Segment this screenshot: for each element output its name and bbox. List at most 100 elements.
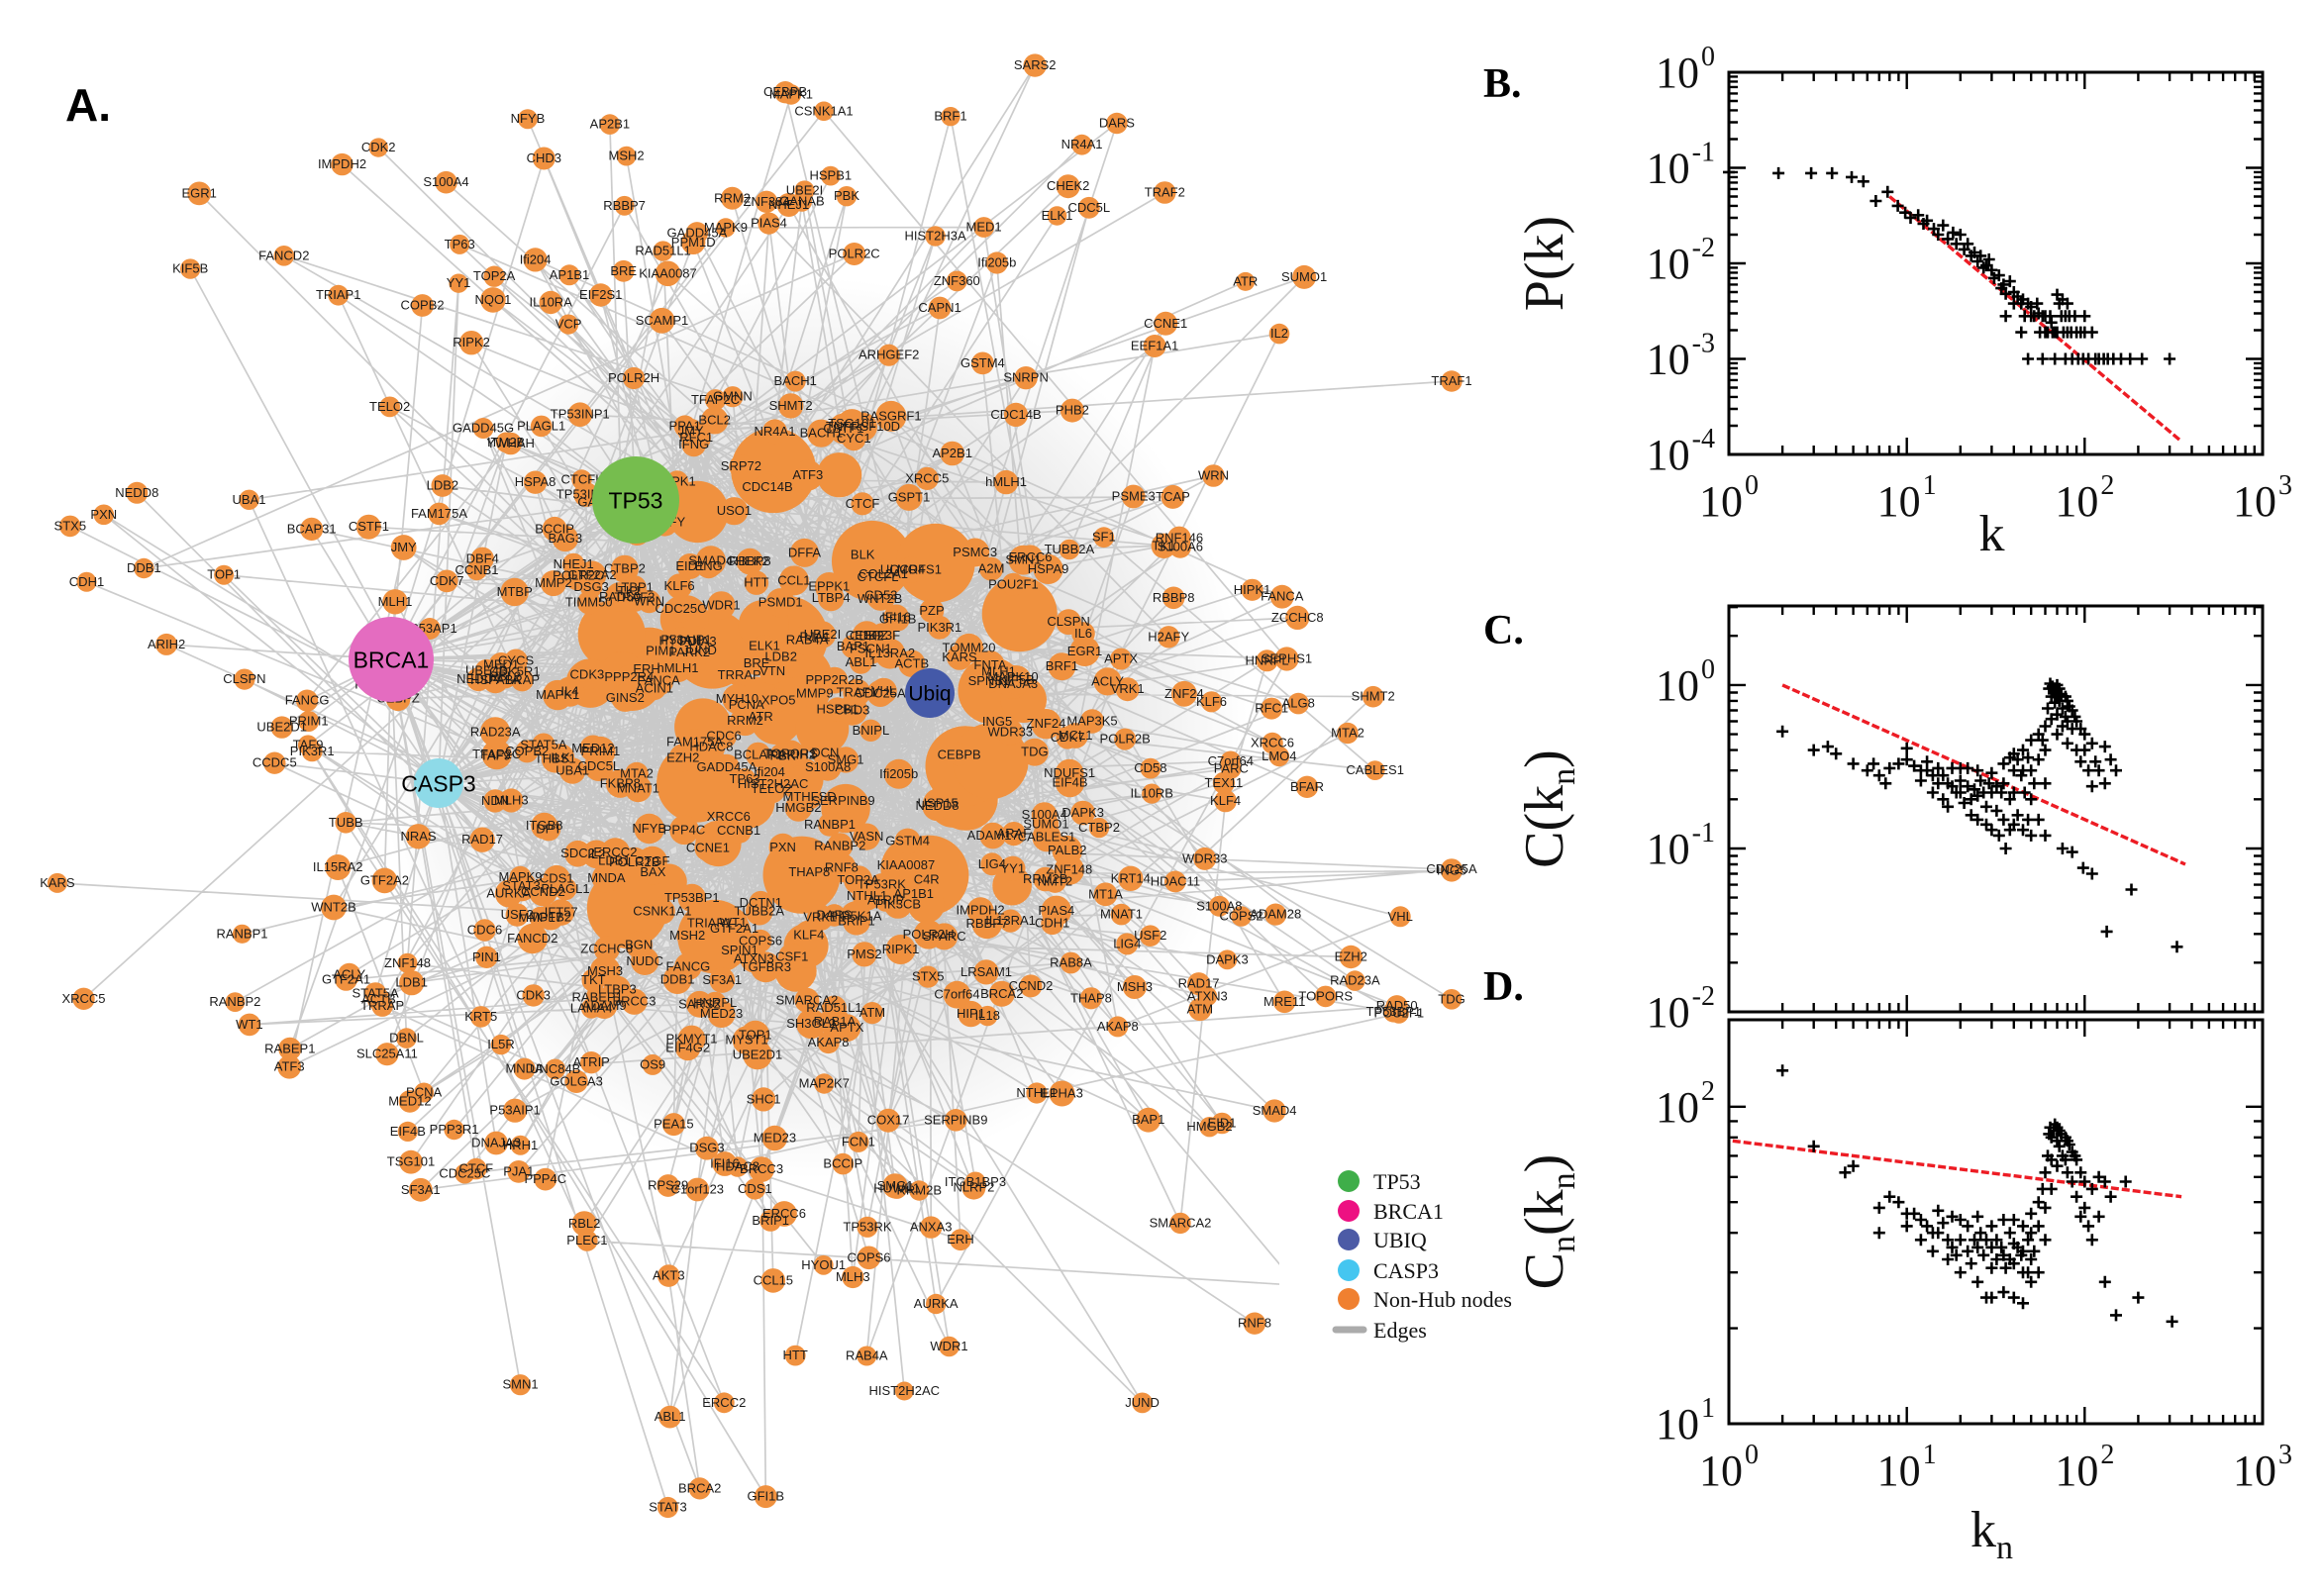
gene-node-label: WT1 [236,1017,262,1032]
y-tick-label: 10-1 [1647,138,1715,193]
gene-node [716,218,736,238]
gene-node-label: ACTB [361,991,396,1006]
gene-node-label: DNAJA3 [988,676,1038,691]
gene-node-label: GTF2A1 [322,972,370,987]
gene-node-label: S100A8 [805,759,851,774]
gene-node-label: SNRPN [1003,370,1049,385]
gene-node [797,860,821,884]
gene-node-label: ABL1 [655,1409,686,1424]
gene-node [979,556,1004,581]
gene-node [335,812,357,834]
gene-node-label: ANXA3 [910,1220,953,1235]
gene-node-label: MLH3 [494,793,529,808]
gene-node-label: MMP17 [518,910,562,925]
gene-node-label: Ifi205b [879,766,918,781]
gene-node-label: PARK2 [668,645,710,659]
gene-node [1243,1312,1266,1335]
gene-node-label: GSTM4 [960,355,1005,370]
axis-ticks [1727,70,2265,456]
gene-node-label: PPA1 [669,419,701,434]
gene-node [695,1136,719,1160]
gene-node-label: PRIM1 [581,744,621,758]
gene-node-label: SUMO1 [1281,269,1327,284]
gene-node [507,1160,531,1183]
gene-node-label: PBK [834,188,859,203]
gene-node [589,283,613,307]
gene-node-label: SMARCA2 [775,992,838,1007]
gene-node [1003,402,1029,427]
gene-node-label: MAPK9 [498,869,542,884]
gene-node-label: TUBB2A [1045,542,1095,556]
gene-node-label: TAF9 [480,748,511,762]
gene-node-label: PPP2R4 [604,669,654,684]
y-tick-label: 10-3 [1647,329,1715,384]
gene-node-label: HRH1 [503,1138,538,1152]
gene-node [761,1125,788,1151]
gene-node-label: RRM2B [897,1183,943,1198]
gene-node-label: CEBPB [763,84,807,99]
gene-node-label: ZNF360 [934,273,980,288]
gene-node [449,273,468,293]
gene-node-label: KARS [942,649,977,664]
gene-node [784,370,806,392]
gene-node-label: SMAD4 [1253,1103,1297,1118]
gene-node [296,689,319,712]
gene-node-label: OS9 [640,1056,665,1071]
gene-node-label: RRM2 [714,190,751,205]
gene-node [1193,847,1217,870]
gene-node [926,1293,947,1315]
gene-node [642,1053,663,1075]
gene-node-label: MTHFSD [783,789,837,804]
gene-node [1014,366,1038,390]
gene-node-label: HNRPL [1246,652,1289,667]
gene-node [1337,722,1359,745]
x-tick-label: 103 [2233,1440,2292,1495]
gene-node-label: ATR [749,709,773,724]
gene-node [517,923,548,954]
gene-node-label: MAP3K5 [1066,714,1117,729]
gene-node-label: IFT57 [545,905,578,920]
gene-node [975,650,1005,680]
gene-node [134,557,154,579]
gene-node-label: FANCA [1261,589,1304,604]
gene-node-label: MED23 [700,1006,743,1021]
gene-node-label: RABEP1 [264,1041,315,1055]
gene-node [677,883,706,913]
gene-node [1161,484,1185,509]
y-tick-label: 101 [1656,1393,1715,1448]
gene-node [234,668,255,690]
gene-node-label: POU2F1 [1374,1006,1425,1021]
y-axis-title: P(k) [1514,216,1575,311]
gene-node [711,723,738,749]
gene-node [472,418,494,439]
gene-node [435,569,458,593]
gene-node-label: UBE4B [465,663,508,678]
x-axis-title: k [1979,506,2005,562]
gene-node [611,683,640,712]
gene-node [874,638,906,669]
gene-node [643,676,666,701]
gene-node-label: TELO2 [751,781,791,796]
legend-label-ubiq: UBIQ [1373,1228,1427,1252]
gene-node-label: STX5 [54,518,87,533]
gene-node-label: FNTA [973,657,1006,672]
gene-node [960,538,990,567]
gene-node [703,991,727,1015]
gene-node [540,570,566,597]
gene-node [1268,323,1290,345]
gene-node-label: DPT [536,822,561,837]
gene-node [768,833,797,862]
gene-node-label: IFI16 [710,1156,740,1171]
gene-node [807,419,836,448]
gene-node-label: AURKA [914,1296,959,1311]
gene-node-label: RBL2 [489,668,522,683]
gene-node-label: CDC25C [439,1165,490,1180]
gene-node-label: CDS1 [738,1181,772,1196]
gene-node [454,1163,475,1184]
gene-node-label: ERCC2 [593,845,637,859]
gene-node-label: TOP2A [837,872,879,887]
gene-node-label: C4R [914,871,940,886]
gene-node-label: TRIAP1 [687,916,733,931]
gene-node [675,1035,701,1061]
